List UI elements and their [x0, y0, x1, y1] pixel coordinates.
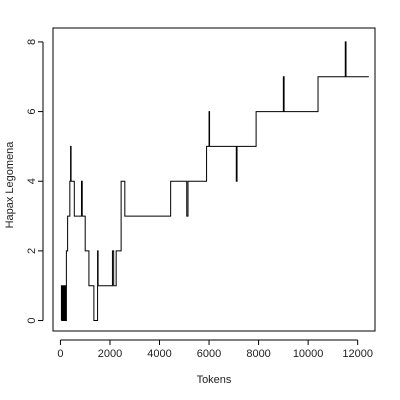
y-tick-label: 6: [26, 109, 38, 115]
x-tick-label: 12000: [342, 348, 373, 360]
x-axis-ticks: 0 2000 4000 6000 8000 10000 12000: [57, 339, 373, 360]
plot-layer: [52, 27, 376, 332]
y-axis-label: Hapax Legomena: [4, 141, 16, 229]
x-tick-label: 6000: [197, 348, 221, 360]
x-tick-label: 8000: [246, 348, 270, 360]
y-tick-label: 2: [26, 248, 38, 254]
x-tick-label: 10000: [293, 348, 324, 360]
y-tick-label: 4: [26, 178, 38, 184]
plot-frame: [52, 27, 376, 332]
x-tick-label: 4000: [147, 348, 171, 360]
y-axis-ticks: 0 2 4 6 8: [26, 39, 44, 324]
series-line-0: [60, 41, 369, 322]
y-tick-label: 8: [26, 39, 38, 45]
y-tick-label: 0: [26, 317, 38, 323]
x-tick-label: 2000: [98, 348, 122, 360]
x-tick-label: 0: [57, 348, 63, 360]
x-axis-label: Tokens: [197, 374, 232, 386]
